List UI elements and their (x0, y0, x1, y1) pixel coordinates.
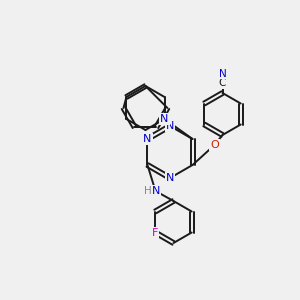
Text: N: N (219, 69, 226, 79)
Text: C: C (219, 78, 226, 88)
Text: N: N (152, 186, 161, 196)
Text: N: N (143, 134, 152, 144)
Text: N: N (166, 173, 174, 183)
Text: H: H (144, 186, 152, 196)
Text: N: N (160, 114, 169, 124)
Text: O: O (210, 140, 219, 150)
Text: N: N (166, 121, 174, 131)
Text: F: F (152, 227, 158, 238)
